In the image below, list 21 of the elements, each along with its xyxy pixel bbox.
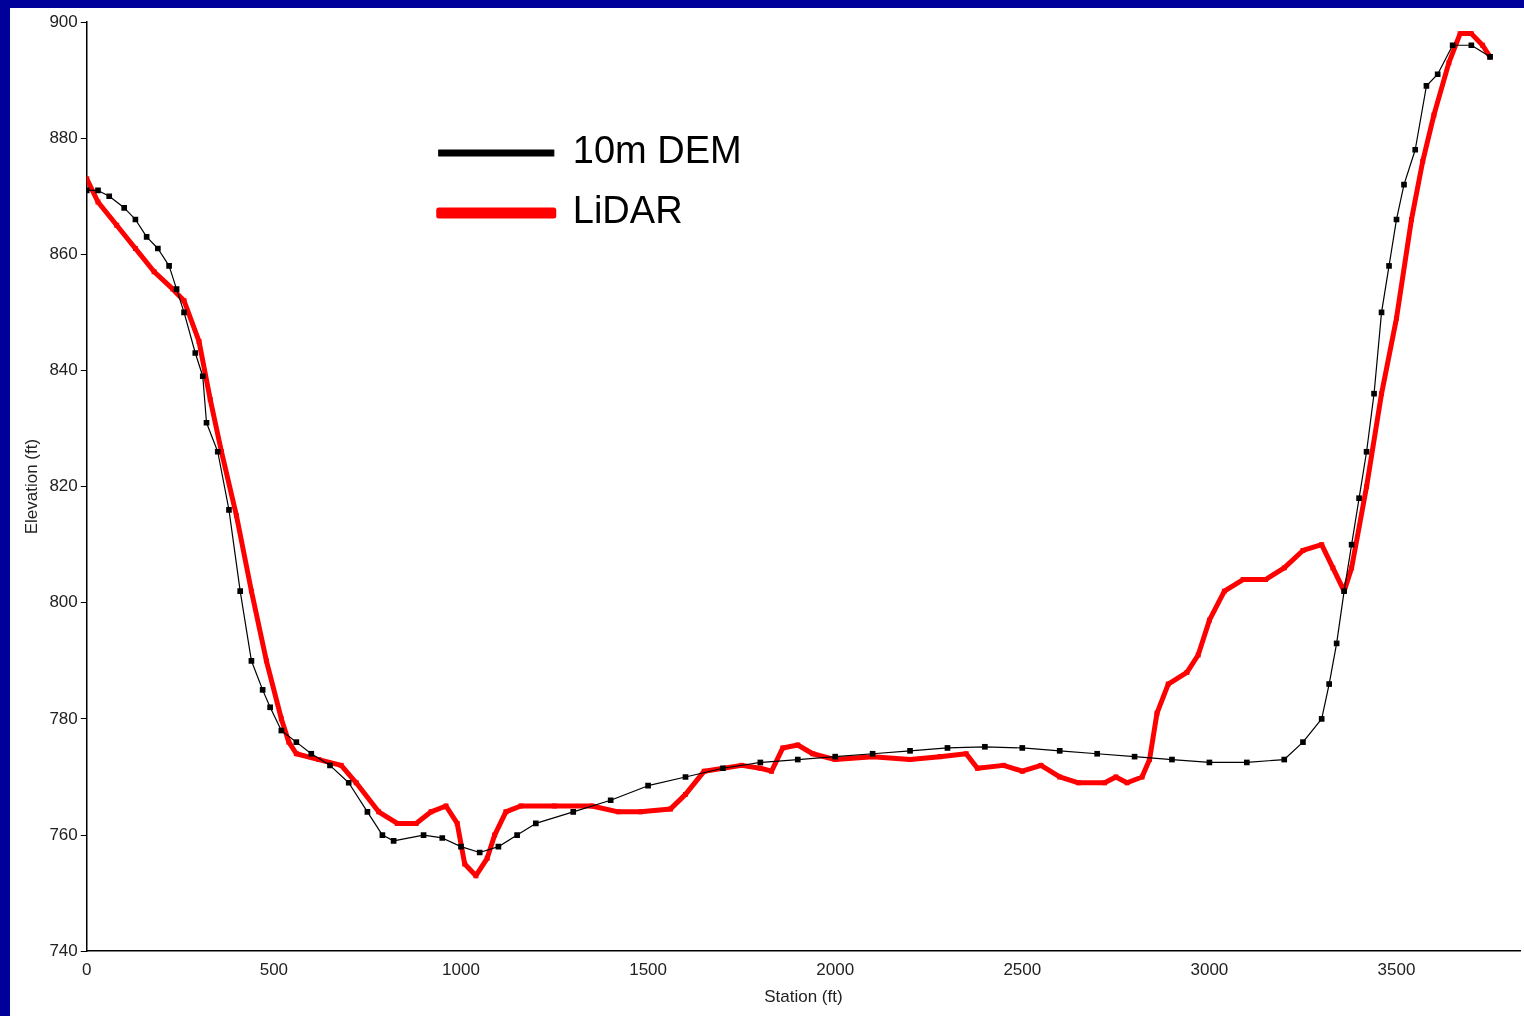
y-tick-label: 800 <box>49 592 78 612</box>
legend-label: 10m DEM <box>572 129 742 172</box>
y-tick-label: 820 <box>49 476 78 496</box>
x-tick-label: 3000 <box>1190 960 1229 980</box>
y-tick-label: 780 <box>49 708 78 728</box>
x-tick-label: 2500 <box>1003 960 1042 980</box>
x-axis-title: Station (ft) <box>764 987 843 1007</box>
x-tick-label: 2000 <box>816 960 855 980</box>
y-tick-label: 880 <box>49 127 78 147</box>
x-tick-label: 500 <box>259 960 289 980</box>
y-tick-label: 760 <box>49 824 78 844</box>
y-tick-label: 860 <box>49 243 78 263</box>
y-tick-label: 740 <box>49 940 78 960</box>
y-tick-label: 840 <box>49 360 78 380</box>
x-tick-label: 1000 <box>442 960 480 980</box>
legend-label: LiDAR <box>572 189 683 232</box>
y-axis-title: Elevation (ft) <box>21 438 41 535</box>
x-tick-label: 1500 <box>629 960 667 980</box>
x-tick-label: 0 <box>82 960 92 980</box>
y-tick-label: 900 <box>49 11 78 31</box>
x-tick-label: 3500 <box>1377 960 1416 980</box>
